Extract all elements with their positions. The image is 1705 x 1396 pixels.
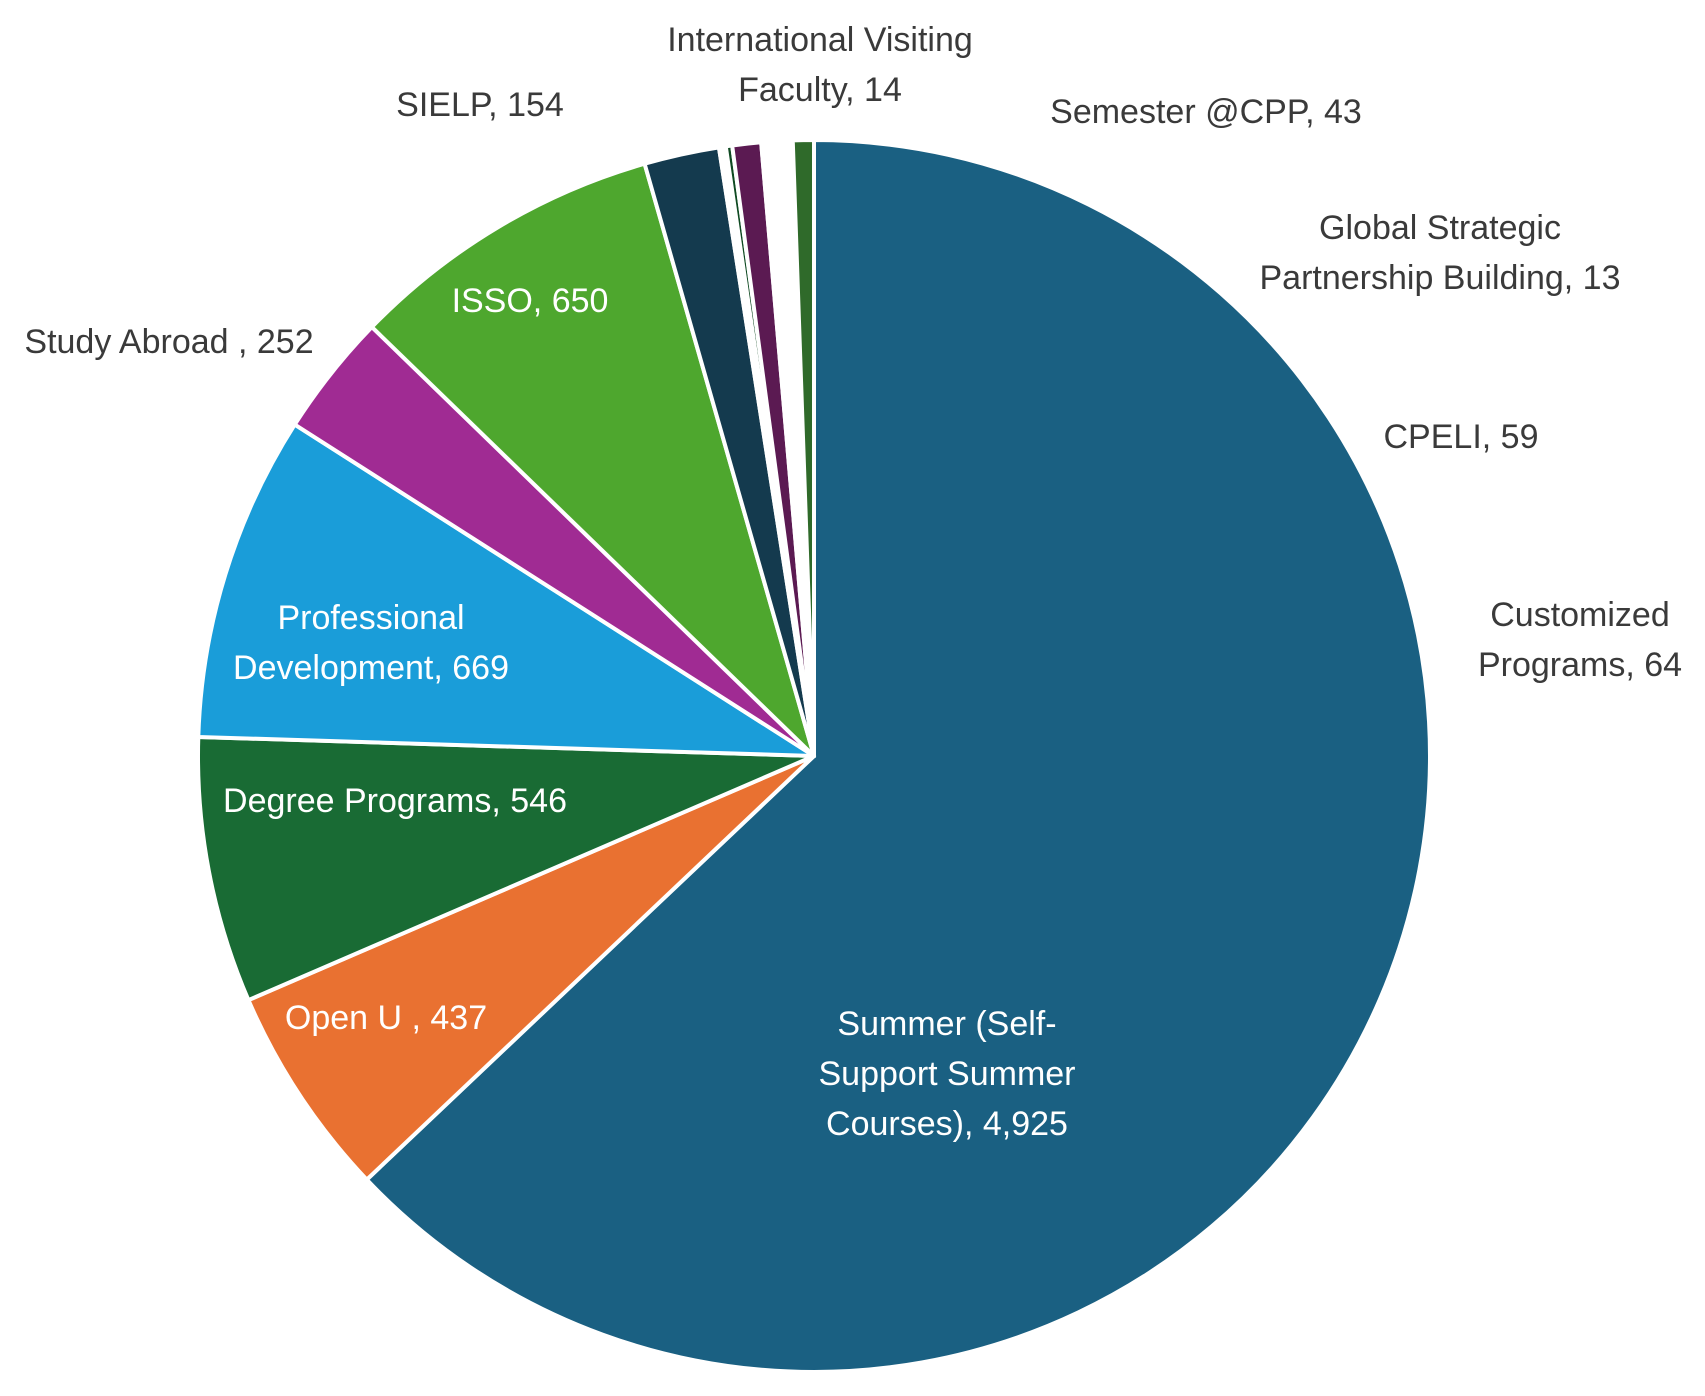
- pie-slice-degree: [195, 734, 816, 1003]
- label-summer: Summer (Self- Support Summer Courses), 4…: [818, 1005, 1076, 1143]
- label-sielp: SIELP, 154: [396, 86, 564, 124]
- label-cpeli: CPELI, 59: [1383, 418, 1539, 456]
- pie-slice-summer: [364, 138, 1432, 1374]
- label-gspb: Global Strategic Partnership Building, 1…: [1259, 209, 1621, 297]
- pie-slice-semester: [790, 138, 816, 758]
- label-openu: Open U , 437: [284, 999, 488, 1037]
- label-customized: Customized Programs, 64: [1477, 596, 1683, 684]
- label-profdev: Professional Development, 669: [233, 599, 509, 687]
- label-ivf: International Visiting Faculty, 14: [667, 21, 973, 109]
- pie-slice-openu: [246, 754, 816, 1182]
- label-isso: ISSO, 650: [451, 282, 609, 320]
- pie-slice-isso: [369, 161, 816, 758]
- label-studyabroad: Study Abroad , 252: [24, 323, 314, 361]
- label-degree: Degree Programs, 546: [223, 782, 567, 820]
- pie-slice-profdev: [196, 422, 816, 758]
- label-semester: Semester @CPP, 43: [1050, 93, 1362, 131]
